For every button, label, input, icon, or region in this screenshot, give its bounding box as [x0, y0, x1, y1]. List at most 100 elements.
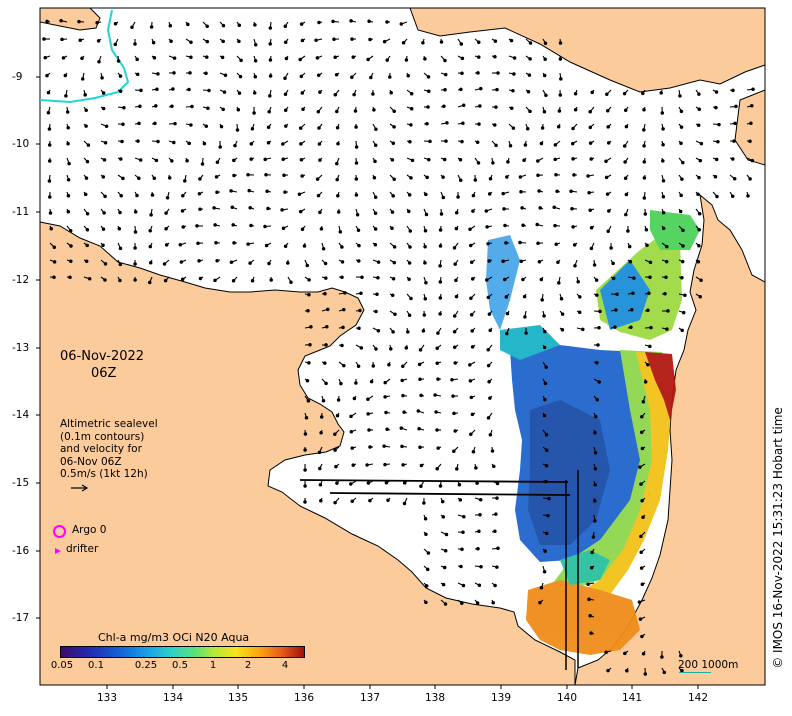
- velocity-arrow-head: [572, 243, 577, 247]
- velocity-arrow-head: [558, 93, 563, 97]
- velocity-arrow-head: [424, 532, 428, 537]
- velocity-arrow-head: [316, 193, 321, 198]
- velocity-arrow-head: [391, 141, 396, 145]
- velocity-arrow-head: [452, 246, 457, 250]
- velocity-arrow-head: [522, 158, 526, 163]
- velocity-arrow-head: [246, 242, 250, 246]
- velocity-arrow-head: [589, 566, 594, 570]
- velocity-arrow-head: [333, 500, 337, 505]
- velocity-arrow-head: [48, 211, 53, 215]
- velocity-arrow-head: [491, 161, 495, 165]
- velocity-arrow-head: [438, 244, 443, 248]
- velocity-arrow-head: [67, 161, 71, 166]
- info-block: Altimetric sealevel (0.1m contours) and …: [60, 418, 158, 492]
- velocity-arrow-head: [374, 127, 378, 132]
- velocity-arrow-head: [605, 192, 610, 196]
- velocity-arrow-head: [118, 278, 122, 283]
- velocity-arrow-head: [391, 330, 395, 334]
- velocity-arrow-head: [376, 328, 381, 333]
- velocity-arrow-head: [486, 416, 491, 420]
- velocity-arrow-head: [369, 75, 373, 80]
- velocity-arrow-head: [102, 158, 107, 162]
- velocity-arrow-head: [409, 107, 414, 111]
- velocity-arrow-head: [640, 634, 644, 639]
- land-north-island: [39, 7, 101, 31]
- land-east-islands: [734, 89, 766, 166]
- velocity-arrow-head: [540, 126, 545, 130]
- velocity-arrow-head: [477, 122, 481, 126]
- velocity-arrow-head: [195, 224, 199, 228]
- velocity-arrow-head: [471, 193, 476, 198]
- velocity-arrow-head: [681, 244, 685, 248]
- velocity-arrow-head: [385, 58, 389, 62]
- velocity-arrow-head: [605, 92, 609, 97]
- velocity-arrow-head: [644, 228, 649, 232]
- velocity-arrow-head: [661, 159, 665, 163]
- velocity-arrow-head: [544, 93, 548, 98]
- velocity-arrow-head: [318, 90, 322, 94]
- velocity-arrow-head: [423, 57, 427, 61]
- velocity-arrow-head: [103, 262, 108, 266]
- velocity-arrow-head: [573, 263, 577, 268]
- velocity-arrow-head: [149, 213, 153, 217]
- velocity-arrow-head: [238, 74, 243, 79]
- velocity-arrow-head: [659, 91, 663, 95]
- velocity-arrow-head: [486, 347, 490, 352]
- velocity-arrow-head: [281, 226, 286, 230]
- velocity-arrow-head: [298, 126, 303, 130]
- velocity-arrow-head: [119, 157, 123, 161]
- velocity-arrow-head: [425, 567, 430, 572]
- velocity-arrow-head: [373, 211, 378, 216]
- velocity-arrow-head: [46, 90, 51, 95]
- velocity-arrow-head: [558, 57, 563, 61]
- velocity-arrow-head: [355, 213, 360, 217]
- velocity-arrow-head: [713, 174, 718, 179]
- velocity-arrow-head: [681, 310, 686, 315]
- velocity-arrow-head: [536, 241, 540, 245]
- velocity-arrow-head: [462, 514, 466, 519]
- velocity-arrow-head: [118, 246, 123, 251]
- velocity-arrow-head: [423, 297, 428, 301]
- velocity-arrow-head: [339, 381, 343, 386]
- velocity-arrow-head: [435, 346, 439, 350]
- velocity-arrow-head: [162, 262, 167, 266]
- velocity-arrow-head: [468, 379, 473, 383]
- velocity-arrow-head: [422, 313, 427, 317]
- velocity-arrow-head: [486, 363, 491, 368]
- velocity-arrow-head: [357, 243, 361, 248]
- velocity-arrow-head: [148, 244, 153, 249]
- velocity-arrow-head: [315, 177, 320, 181]
- velocity-arrow-head: [407, 313, 412, 318]
- x-tick-label: 142: [687, 692, 709, 704]
- velocity-arrow-head: [560, 328, 565, 332]
- velocity-arrow-head: [280, 208, 284, 212]
- land-new-guinea: [409, 7, 766, 93]
- velocity-arrow-head: [286, 261, 290, 265]
- velocity-arrow-head: [350, 75, 354, 80]
- velocity-arrow-head: [637, 600, 642, 604]
- velocity-arrow-head: [641, 515, 645, 519]
- velocity-arrow-head: [597, 325, 601, 330]
- velocity-arrow-head: [443, 602, 448, 606]
- velocity-arrow-head: [80, 77, 85, 81]
- velocity-arrow-head: [122, 106, 126, 110]
- velocity-arrow-head: [154, 158, 159, 163]
- velocity-arrow-head: [135, 57, 139, 62]
- velocity-arrow-head: [542, 73, 547, 78]
- velocity-arrow-head: [445, 121, 449, 125]
- velocity-arrow-head: [468, 363, 472, 367]
- velocity-arrow-head: [624, 124, 629, 129]
- velocity-arrow-head: [353, 109, 358, 113]
- velocity-arrow-head: [334, 72, 339, 77]
- info-line-1: Altimetric sealevel: [60, 418, 158, 430]
- velocity-arrow-head: [189, 40, 193, 45]
- velocity-arrow-head: [149, 25, 154, 29]
- colorbar-title: Chl-a mg/m3 OCi N20 Aqua: [98, 631, 250, 644]
- velocity-arrow-head: [544, 433, 549, 437]
- colorbar-tick: 2: [244, 660, 252, 671]
- velocity-arrow-head: [306, 308, 310, 313]
- velocity-arrow-head: [750, 103, 754, 108]
- velocity-arrow-head: [338, 230, 343, 234]
- velocity-arrow-head: [299, 142, 303, 146]
- velocity-arrow-head: [678, 94, 682, 98]
